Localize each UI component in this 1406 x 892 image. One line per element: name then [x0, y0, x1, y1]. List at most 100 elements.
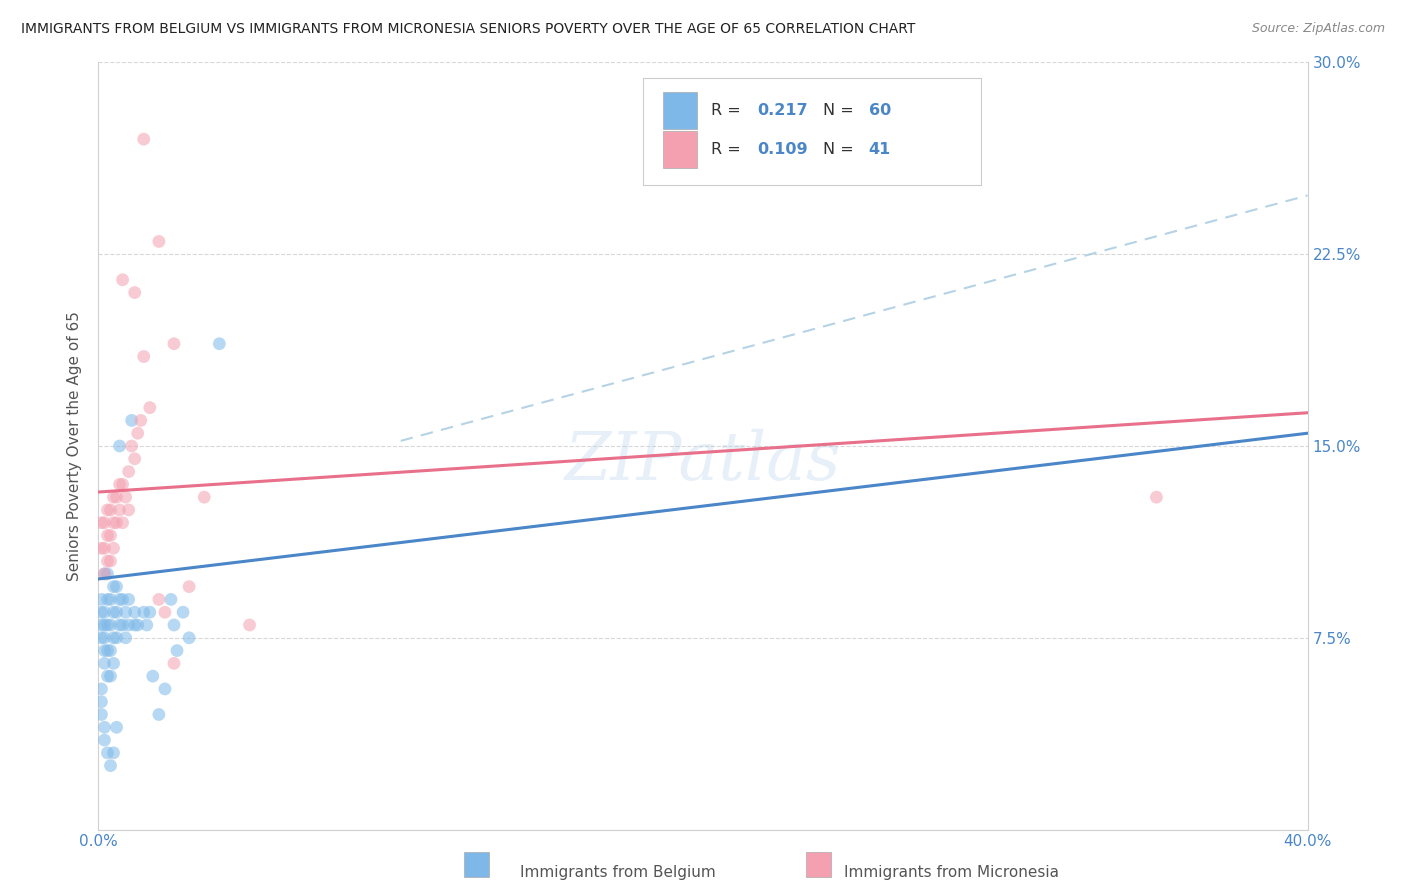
Point [118, 618, 141, 632]
Point [163, 336, 186, 351]
Point [93, 566, 115, 581]
Point [160, 592, 183, 607]
Point [1144, 490, 1167, 504]
Point [100, 554, 122, 568]
Point [105, 490, 128, 504]
Point [148, 592, 170, 607]
Text: ZIPatlas: ZIPatlas [565, 429, 841, 494]
Point [90, 681, 112, 696]
Point [100, 618, 122, 632]
Bar [806, 852, 831, 877]
Point [142, 669, 165, 683]
Point [163, 618, 186, 632]
Text: 0.109: 0.109 [758, 142, 808, 157]
Point [90, 631, 112, 645]
Point [239, 618, 262, 632]
Point [96, 643, 118, 657]
Point [108, 618, 131, 632]
Point [93, 618, 115, 632]
Y-axis label: Seniors Poverty Over the Age of 65: Seniors Poverty Over the Age of 65 [67, 311, 83, 581]
Text: Source: ZipAtlas.com: Source: ZipAtlas.com [1251, 22, 1385, 36]
Point [121, 439, 143, 453]
Point [114, 490, 136, 504]
Point [153, 681, 176, 696]
Point [90, 592, 112, 607]
Point [111, 618, 134, 632]
Point [103, 490, 125, 504]
Point [132, 605, 155, 619]
Point [127, 426, 149, 441]
Point [90, 695, 112, 709]
Point [103, 657, 125, 671]
Point [96, 746, 118, 760]
Point [111, 273, 134, 287]
Point [153, 605, 176, 619]
Point [114, 605, 136, 619]
Point [93, 631, 115, 645]
Point [132, 350, 155, 364]
Point [93, 720, 115, 734]
Point [90, 541, 112, 556]
Bar [664, 93, 697, 129]
Point [93, 643, 115, 657]
Point [148, 235, 170, 249]
FancyBboxPatch shape [643, 78, 981, 186]
Point [90, 516, 112, 530]
Point [105, 605, 128, 619]
Text: Immigrants from Micronesia: Immigrants from Micronesia [844, 865, 1059, 880]
Text: R =: R = [711, 103, 747, 119]
Text: 0.217: 0.217 [758, 103, 808, 119]
Point [105, 580, 128, 594]
Point [108, 592, 131, 607]
Point [127, 618, 149, 632]
Point [103, 516, 125, 530]
Point [148, 707, 170, 722]
Text: Immigrants from Belgium: Immigrants from Belgium [520, 865, 716, 880]
Bar [664, 131, 697, 168]
Point [118, 503, 141, 517]
Point [96, 669, 118, 683]
Point [103, 631, 125, 645]
Point [105, 516, 128, 530]
Text: N =: N = [823, 103, 859, 119]
Point [103, 746, 125, 760]
Point [96, 554, 118, 568]
Point [93, 605, 115, 619]
Point [90, 618, 112, 632]
Point [96, 528, 118, 542]
Point [100, 643, 122, 657]
Point [124, 605, 146, 619]
Point [100, 758, 122, 772]
Point [96, 592, 118, 607]
Text: IMMIGRANTS FROM BELGIUM VS IMMIGRANTS FROM MICRONESIA SENIORS POVERTY OVER THE A: IMMIGRANTS FROM BELGIUM VS IMMIGRANTS FR… [21, 22, 915, 37]
Point [118, 592, 141, 607]
Point [166, 643, 188, 657]
Point [179, 631, 201, 645]
Point [124, 285, 146, 300]
Text: R =: R = [711, 142, 747, 157]
Point [105, 631, 128, 645]
Point [111, 516, 134, 530]
Point [121, 413, 143, 427]
Point [93, 657, 115, 671]
Point [103, 580, 125, 594]
Point [111, 477, 134, 491]
Point [132, 132, 155, 146]
Point [111, 592, 134, 607]
Point [100, 592, 122, 607]
Point [96, 618, 118, 632]
Point [90, 605, 112, 619]
Point [172, 605, 194, 619]
Point [93, 566, 115, 581]
Point [108, 439, 131, 453]
Point [114, 631, 136, 645]
Point [103, 605, 125, 619]
Point [93, 516, 115, 530]
Point [93, 541, 115, 556]
Text: 60: 60 [869, 103, 891, 119]
Point [139, 401, 162, 415]
Point [179, 580, 201, 594]
Point [208, 336, 231, 351]
Point [108, 503, 131, 517]
Point [124, 451, 146, 466]
